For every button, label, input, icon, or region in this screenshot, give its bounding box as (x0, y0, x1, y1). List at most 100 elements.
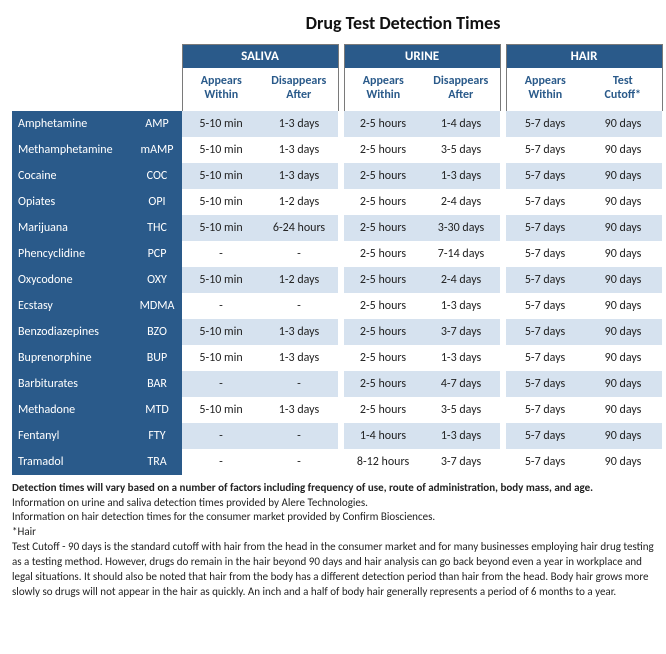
table-row: MarijuanaTHC5-10 min6-24 hours2-5 hours3… (12, 215, 662, 241)
data-cell: 5-10 min (182, 267, 260, 293)
data-cell: 90 days (584, 319, 662, 345)
group-hair: HAIR (506, 45, 662, 69)
drug-name: Buprenorphine (12, 345, 132, 371)
data-cell: 5-7 days (506, 319, 584, 345)
drug-name: Barbiturates (12, 371, 132, 397)
drug-abbr: OXY (132, 267, 182, 293)
sub-hair-cutoff: TestCutoff* (584, 68, 662, 111)
data-cell: 1-4 days (422, 111, 500, 137)
data-cell: 5-7 days (506, 423, 584, 449)
drug-abbr: PCP (132, 241, 182, 267)
data-cell: 5-7 days (506, 215, 584, 241)
group-header-row: SALIVA URINE HAIR (12, 45, 662, 69)
data-cell: 2-5 hours (344, 267, 422, 293)
drug-abbr: COC (132, 163, 182, 189)
sub-saliva-appears: AppearsWithin (182, 68, 260, 111)
data-cell: 1-3 days (260, 163, 338, 189)
sub-saliva-disappears: DisappearsAfter (260, 68, 338, 111)
drug-name: Methamphetamine (12, 137, 132, 163)
drug-abbr: AMP (132, 111, 182, 137)
drug-name: Ecstasy (12, 293, 132, 319)
data-cell: 5-10 min (182, 189, 260, 215)
data-cell: 90 days (584, 423, 662, 449)
table-row: BarbituratesBAR--2-5 hours4-7 days5-7 da… (12, 371, 662, 397)
data-cell: - (260, 423, 338, 449)
table-row: MethadoneMTD5-10 min1-3 days2-5 hours3-5… (12, 397, 662, 423)
table-row: CocaineCOC5-10 min1-3 days2-5 hours1-3 d… (12, 163, 662, 189)
sub-hair-appears: AppearsWithin (506, 68, 584, 111)
table-row: BenzodiazepinesBZO5-10 min1-3 days2-5 ho… (12, 319, 662, 345)
data-cell: 90 days (584, 449, 662, 475)
data-cell: 5-7 days (506, 371, 584, 397)
data-cell: 3-30 days (422, 215, 500, 241)
data-cell: 1-3 days (260, 319, 338, 345)
sub-urine-disappears: DisappearsAfter (422, 68, 500, 111)
table-row: PhencyclidinePCP--2-5 hours7-14 days5-7 … (12, 241, 662, 267)
table-row: TramadolTRA--8-12 hours3-7 days5-7 days9… (12, 449, 662, 475)
data-cell: 2-5 hours (344, 111, 422, 137)
data-cell: - (182, 423, 260, 449)
data-cell: 5-7 days (506, 189, 584, 215)
data-cell: 1-3 days (422, 345, 500, 371)
table-row: OpiatesOPI5-10 min1-2 days2-5 hours2-4 d… (12, 189, 662, 215)
drug-name: Methadone (12, 397, 132, 423)
data-cell: 5-7 days (506, 267, 584, 293)
data-cell: 2-5 hours (344, 319, 422, 345)
footnote-4: *HairTest Cutoff - 90 days is the standa… (12, 525, 654, 599)
drug-name: Phencyclidine (12, 241, 132, 267)
data-cell: 5-10 min (182, 319, 260, 345)
data-cell: 5-10 min (182, 163, 260, 189)
data-cell: - (260, 293, 338, 319)
data-cell: 90 days (584, 163, 662, 189)
drug-abbr: BAR (132, 371, 182, 397)
table-row: OxycodoneOXY5-10 min1-2 days2-5 hours2-4… (12, 267, 662, 293)
data-cell: 5-7 days (506, 137, 584, 163)
data-cell: 4-7 days (422, 371, 500, 397)
group-saliva: SALIVA (182, 45, 338, 69)
data-cell: 2-5 hours (344, 345, 422, 371)
drug-name: Fentanyl (12, 423, 132, 449)
data-cell: 1-2 days (260, 267, 338, 293)
drug-name: Cocaine (12, 163, 132, 189)
group-urine: URINE (344, 45, 500, 69)
data-cell: 2-5 hours (344, 293, 422, 319)
data-cell: - (182, 293, 260, 319)
detection-table: SALIVA URINE HAIR AppearsWithin Disappea… (12, 44, 663, 475)
data-cell: 1-3 days (260, 111, 338, 137)
data-cell: 90 days (584, 293, 662, 319)
data-cell: 1-2 days (260, 189, 338, 215)
data-cell: 90 days (584, 345, 662, 371)
table-row: AmphetamineAMP5-10 min1-3 days2-5 hours1… (12, 111, 662, 137)
data-cell: 3-7 days (422, 449, 500, 475)
data-cell: 2-5 hours (344, 189, 422, 215)
drug-name: Oxycodone (12, 267, 132, 293)
table-row: BuprenorphineBUP5-10 min1-3 days2-5 hour… (12, 345, 662, 371)
data-cell: - (260, 371, 338, 397)
data-cell: - (182, 449, 260, 475)
drug-abbr: OPI (132, 189, 182, 215)
drug-name: Tramadol (12, 449, 132, 475)
data-cell: 5-7 days (506, 163, 584, 189)
data-cell: 5-7 days (506, 293, 584, 319)
data-cell: 90 days (584, 267, 662, 293)
drug-name: Opiates (12, 189, 132, 215)
drug-name: Amphetamine (12, 111, 132, 137)
data-cell: 5-7 days (506, 345, 584, 371)
sub-urine-appears: AppearsWithin (344, 68, 422, 111)
data-cell: 90 days (584, 371, 662, 397)
footnote-1: Detection times will vary based on a num… (12, 481, 654, 496)
data-cell: 5-10 min (182, 137, 260, 163)
data-cell: - (182, 241, 260, 267)
data-cell: 1-3 days (260, 345, 338, 371)
data-cell: 90 days (584, 215, 662, 241)
drug-name: Benzodiazepines (12, 319, 132, 345)
drug-abbr: MDMA (132, 293, 182, 319)
data-cell: 5-7 days (506, 241, 584, 267)
footnotes: Detection times will vary based on a num… (12, 481, 654, 600)
data-cell: 2-5 hours (344, 163, 422, 189)
data-cell: 6-24 hours (260, 215, 338, 241)
data-cell: 1-3 days (422, 423, 500, 449)
data-cell: 5-10 min (182, 397, 260, 423)
drug-abbr: BZO (132, 319, 182, 345)
drug-name: Marijuana (12, 215, 132, 241)
